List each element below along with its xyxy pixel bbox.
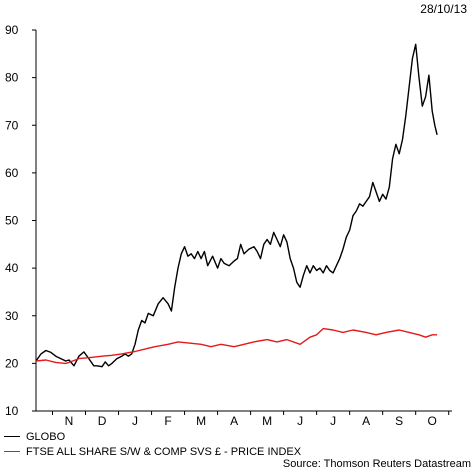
x-tick-label: J xyxy=(330,414,336,428)
legend: GLOBO FTSE ALL SHARE S/W & COMP SVS £ - … xyxy=(4,429,301,459)
series-lines xyxy=(35,43,438,368)
legend-item-ftse: FTSE ALL SHARE S/W & COMP SVS £ - PRICE … xyxy=(4,444,301,459)
x-tick-label: M xyxy=(262,414,272,428)
y-tick-label: 80 xyxy=(5,71,19,85)
x-tick-label: J xyxy=(297,414,303,428)
y-tick-label: 30 xyxy=(5,309,19,323)
series-line-1 xyxy=(35,327,438,365)
y-tick-label: 50 xyxy=(5,214,19,228)
legend-item-globo: GLOBO xyxy=(4,429,301,444)
y-tick-label: 90 xyxy=(5,23,19,37)
legend-label-ftse: FTSE ALL SHARE S/W & COMP SVS £ - PRICE … xyxy=(26,445,302,458)
x-tick-label: J xyxy=(132,414,138,428)
axes: 10 20 30 40 50 60 70 80 90 N D J F M A M J J A S O xyxy=(5,23,452,428)
chart-date-label: 28/10/13 xyxy=(420,2,467,16)
legend-label-globo: GLOBO xyxy=(26,430,66,443)
y-tick-label: 60 xyxy=(5,166,19,180)
source-note: Source: Thomson Reuters Datastream xyxy=(282,458,471,470)
x-tick-label: A xyxy=(230,414,238,428)
legend-swatch-globo xyxy=(4,436,20,437)
x-tick-label: O xyxy=(428,414,437,428)
x-tick-label: F xyxy=(164,414,171,428)
x-tick-label: M xyxy=(196,414,206,428)
series-line-0 xyxy=(35,43,438,368)
y-tick-label: 40 xyxy=(5,261,19,275)
x-tick-label: S xyxy=(395,414,403,428)
y-tick-label: 10 xyxy=(5,404,19,418)
x-tick-label: N xyxy=(65,414,74,428)
y-tick-label: 20 xyxy=(5,356,19,370)
line-chart: 10 20 30 40 50 60 70 80 90 N D J F M A M J J A S O xyxy=(5,23,452,428)
legend-swatch-ftse xyxy=(4,451,20,452)
x-tick-label: A xyxy=(362,414,370,428)
y-tick-label: 70 xyxy=(5,118,19,132)
x-tick-label: D xyxy=(98,414,107,428)
